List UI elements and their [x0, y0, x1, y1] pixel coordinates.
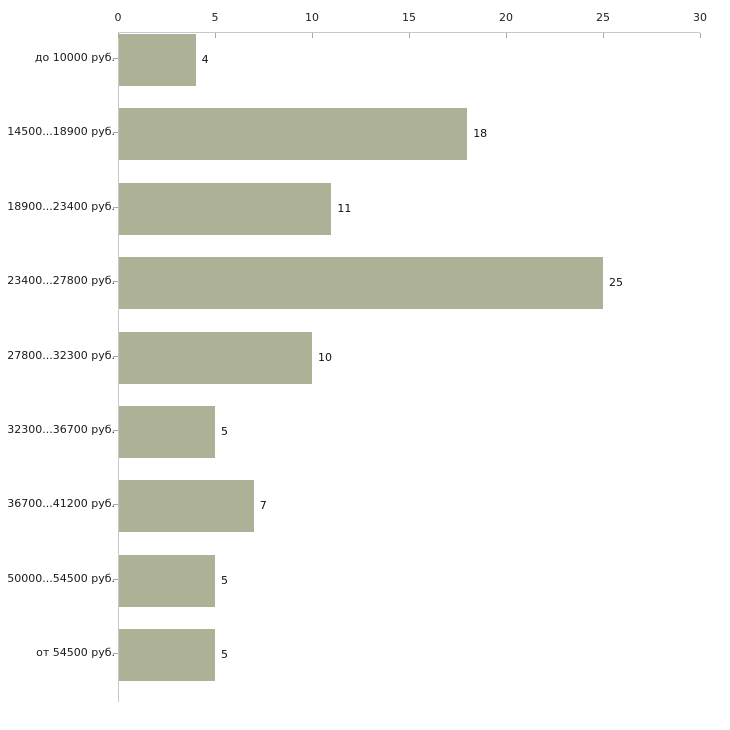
category-label: 36700...41200 руб. — [7, 497, 115, 511]
bar-row: 18900...23400 руб. 11 — [0, 181, 730, 255]
bar-value-label: 11 — [337, 201, 352, 215]
x-axis-tick-label: 10 — [305, 11, 319, 24]
y-axis-tick — [113, 281, 118, 283]
category-label: 14500...18900 руб. — [7, 125, 115, 139]
y-axis-tick — [113, 430, 118, 431]
x-axis-tick — [215, 33, 216, 38]
bar[interactable] — [119, 182, 332, 235]
y-axis-tick — [113, 132, 118, 134]
bar[interactable] — [119, 629, 215, 682]
category-label: от 54500 руб. — [36, 646, 115, 660]
x-axis-tick — [409, 33, 410, 38]
y-axis-tick — [113, 653, 118, 655]
bar-value-label: 5 — [221, 648, 228, 662]
y-axis-tick — [113, 58, 118, 59]
bar-row: 36700...41200 руб. 7 — [0, 478, 730, 552]
y-axis-tick — [113, 578, 118, 580]
category-label: 27800...32300 руб. — [7, 348, 115, 362]
bar[interactable] — [119, 34, 196, 86]
x-axis-tick-label: 15 — [402, 11, 416, 24]
bar-row: 32300...36700 руб. 5 — [0, 404, 730, 478]
bar-value-label: 5 — [221, 425, 228, 438]
bar[interactable] — [119, 554, 215, 607]
bar-value-label: 10 — [318, 350, 332, 364]
category-label: 50000...54500 руб. — [7, 571, 115, 585]
x-axis-tick — [506, 33, 507, 38]
category-label: 32300...36700 руб. — [7, 423, 115, 436]
x-axis-tick-label: 30 — [693, 11, 707, 24]
x-axis-tick-label: 25 — [596, 11, 610, 24]
x-axis-tick-label: 0 — [114, 11, 122, 24]
bar-value-label: 4 — [201, 53, 209, 66]
bar-row: до 10000 руб. 4 — [0, 32, 730, 106]
bar[interactable] — [119, 331, 312, 384]
y-axis-tick — [113, 504, 118, 506]
category-label: 18900...23400 руб. — [7, 199, 115, 213]
bar-row: 50000...54500 руб. 5 — [0, 553, 730, 627]
bar-row: 23400...27800 руб. 25 — [0, 255, 730, 329]
bar-value-label: 18 — [473, 127, 488, 141]
bar-value-label: 25 — [609, 276, 623, 290]
bar-value-label: 5 — [221, 573, 228, 587]
category-label: до 10000 руб. — [34, 51, 115, 64]
x-axis-line — [118, 32, 700, 33]
bar-row: от 54500 руб. 5 — [0, 627, 730, 701]
bar[interactable] — [119, 406, 215, 458]
category-label: 23400...27800 руб. — [7, 274, 115, 288]
bar-row: 27800...32300 руб. 10 — [0, 330, 730, 404]
x-axis-tick-label: 20 — [499, 11, 513, 24]
bar-value-label: 7 — [259, 499, 267, 513]
bar[interactable] — [119, 257, 603, 310]
y-axis-line — [118, 32, 119, 702]
bar[interactable] — [119, 108, 468, 161]
y-axis-tick — [113, 355, 118, 357]
x-axis-tick — [603, 33, 604, 38]
x-axis-tick-label: 5 — [211, 11, 219, 24]
x-axis-tick — [312, 33, 313, 38]
y-axis-tick — [113, 206, 118, 208]
x-axis-tick — [118, 33, 119, 38]
x-axis-tick — [700, 33, 701, 38]
bar[interactable] — [119, 480, 254, 533]
bar-row: 14500...18900 руб. 18 — [0, 106, 730, 180]
